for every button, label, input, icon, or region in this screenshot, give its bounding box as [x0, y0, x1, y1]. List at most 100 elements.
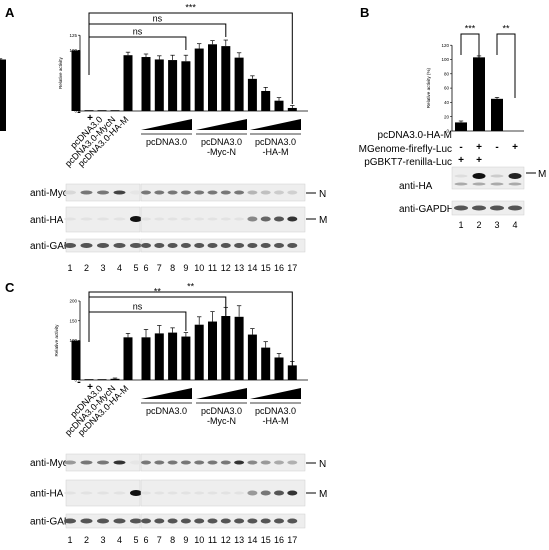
- panel-a-blot-gapdh-left: [64, 238, 142, 253]
- panel-c-band-ha-lane-3: [97, 491, 109, 495]
- panel-c-band-myc-lane-6: [141, 460, 151, 465]
- panel-a-bar-lane-8: [168, 60, 178, 111]
- panel-c-band-gapdh-lane-14: [247, 518, 258, 524]
- panel-a-lane-number-1: 1: [67, 263, 72, 273]
- panel-a-dose-wedge-2: [196, 119, 247, 130]
- panel-c-lane-number-10: 10: [194, 535, 204, 545]
- panel-b-bar-lane-0: [0, 59, 6, 131]
- panel-c-lane-number-13: 13: [234, 535, 244, 545]
- panel-c-band-myc-lane-7: [154, 460, 165, 465]
- panel-c-y-tick-label: 0: [74, 378, 77, 383]
- panel-c-lane-number-9: 9: [183, 535, 188, 545]
- panel-a-blot-label-ha: anti-HA: [30, 215, 64, 226]
- panel-a-band-ha-lane-12: [220, 217, 231, 221]
- panel-a-band-ha-lane-2: [80, 217, 93, 221]
- panel-c-blot-label-ha: anti-HA: [30, 489, 64, 500]
- panel-a-band-ha-lane-4: [113, 217, 126, 221]
- panel-a-band-myc-lane-9: [180, 190, 191, 195]
- panel-c-dose-wedge-2: [196, 388, 247, 399]
- panel-c-band-ha-lane-15: [260, 490, 271, 496]
- panel-a-y-tick-label: 0: [74, 109, 77, 114]
- panel-b-lane-number-2: 2: [476, 220, 481, 230]
- panel-a-bar-lane-10: [194, 48, 204, 111]
- panel-a-band-ha-lane-9: [180, 217, 191, 221]
- panel-b-sign-row1-lane-1: -: [459, 142, 462, 153]
- panel-c-band-gapdh-lane-1: [64, 518, 76, 524]
- panel-a-band-myc-lane-8: [167, 190, 178, 195]
- panel-a-bar-lane-13: [234, 57, 244, 111]
- panel-a-group-label-1-line-1: pcDNA3.0: [146, 137, 187, 147]
- panel-b-band-gapdh-lane-1: [454, 205, 468, 211]
- panel-b-blot-label-gapdh: anti-GAPDH: [399, 204, 454, 215]
- panel-a-band-myc-lane-12: [220, 190, 231, 195]
- panel-a-band-ha-lane-5: [130, 216, 142, 222]
- panel-a-blot-label-myc: anti-Myc: [30, 188, 68, 199]
- panel-a-bar-lane-4: [110, 110, 120, 111]
- panel-a-significance-label-2: ns: [153, 14, 163, 24]
- panel-b-band-label-m: M: [538, 169, 546, 180]
- panel-b-band-ha-lane-4: [508, 173, 522, 179]
- panel-b-sign-row1-lane-3: -: [495, 142, 498, 153]
- panel-c-band-myc-lane-12: [220, 460, 231, 465]
- panel-c-blot-label-gapdh: anti-GAPDH: [30, 517, 85, 528]
- panel-c-blot-gapdh-right: [140, 513, 306, 529]
- panel-a-band-myc-lane-3: [97, 190, 109, 195]
- panel-a-band-gapdh-lane-8: [167, 243, 178, 248]
- panel-c-bar-lane-10: [194, 324, 204, 380]
- panel-b-band-gapdh-lane-4: [508, 205, 522, 211]
- panel-c-bar-lane-1: [71, 340, 81, 380]
- panel-c-band-myc-lane-5: [130, 460, 142, 465]
- panel-a-band-myc-lane-2: [80, 190, 93, 195]
- panel-c-letter: C: [5, 280, 15, 295]
- panel-b-significance-bracket-2: [496, 33, 516, 98]
- panel-a-bar-lane-14: [247, 78, 257, 111]
- panel-c-band-ha-lane-8: [167, 491, 178, 495]
- panel-a-band-ha-lane-14: [247, 216, 258, 222]
- panel-a-letter: A: [5, 5, 15, 20]
- panel-c-band-gapdh-lane-10: [194, 518, 205, 524]
- panel-b-band-ha-lane-3: [490, 174, 504, 178]
- panel-b-blot-ha: [451, 166, 525, 190]
- panel-a-band-myc-lane-13: [234, 190, 245, 195]
- panel-a-y-tick-label: 125: [69, 33, 77, 38]
- panel-a-band-gapdh-lane-12: [220, 243, 231, 248]
- panel-c-band-myc-lane-4: [113, 460, 126, 465]
- panel-c-group-label-3-line-1: pcDNA3.0: [255, 406, 296, 416]
- panel-a-band-ha-lane-1: [64, 217, 76, 221]
- panel-c-band-ha-lane-13: [234, 491, 245, 495]
- panel-c-bar-lane-3: [97, 379, 107, 380]
- panel-c-band-myc-lane-2: [80, 460, 93, 465]
- panel-a-band-gapdh-lane-14: [247, 243, 258, 248]
- panel-c-lane-number-14: 14: [247, 535, 257, 545]
- panel-a-lane-number-17: 17: [287, 263, 297, 273]
- panel-a-lane-number-8: 8: [170, 263, 175, 273]
- panel-c-y-tick-label: 150: [69, 318, 77, 323]
- panel-c-band-gapdh-lane-3: [97, 518, 109, 524]
- panel-c-band-label-n: N: [319, 459, 326, 470]
- panel-c-group-label-2-line-2: -Myc-N: [207, 416, 236, 426]
- panel-b-sign-row2-lane-1: +: [458, 155, 464, 166]
- panel-c-bar-lane-17: [287, 365, 297, 380]
- panel-a-bar-lane-2: [84, 110, 94, 111]
- panel-b-blot-gapdh: [451, 200, 525, 216]
- panel-c-lane-number-8: 8: [170, 535, 175, 545]
- panel-a-band-label-m: M: [319, 215, 327, 226]
- panel-c-bar-lane-16: [274, 357, 284, 380]
- panel-c-band-gapdh-lane-6: [141, 518, 151, 524]
- panel-c-blot-ha-right: [140, 479, 306, 507]
- panel-c-band-ha-lane-14: [247, 490, 258, 496]
- panel-c-bar-lane-5: [123, 337, 133, 380]
- panel-c-band-ha-lane-4: [113, 491, 126, 495]
- panel-c-bar-lane-7: [154, 333, 164, 380]
- panel-a-bar-lane-11: [208, 44, 217, 111]
- panel-b-row-label-3: pGBKT7-renilla-Luc: [364, 157, 452, 168]
- panel-a-group-label-2-line-2: -Myc-N: [207, 147, 236, 157]
- panel-b-letter: B: [360, 5, 369, 20]
- panel-b-y-tick-label: 40: [444, 100, 450, 105]
- panel-c-band-ha-lane-12: [220, 491, 231, 495]
- panel-c-band-myc-lane-11: [207, 460, 218, 465]
- panel-b-y-tick-label: 80: [444, 71, 450, 76]
- panel-a-dose-wedge-1: [141, 119, 192, 130]
- panel-c-band-myc-lane-3: [97, 460, 109, 465]
- panel-c-group-label-2-line-1: pcDNA3.0: [201, 406, 242, 416]
